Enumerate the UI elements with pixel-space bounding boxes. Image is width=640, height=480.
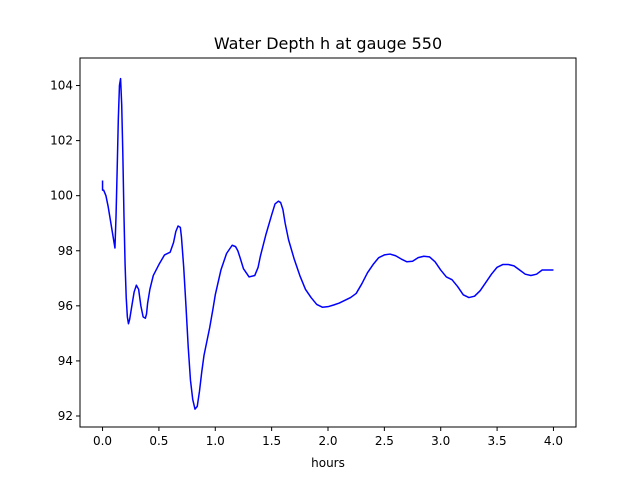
x-tick-label: 3.5 xyxy=(488,434,507,448)
y-tick-label: 98 xyxy=(58,244,73,258)
x-tick-label: 3.0 xyxy=(431,434,450,448)
x-tick-label: 0.0 xyxy=(93,434,112,448)
series-line-0 xyxy=(101,77,554,410)
x-axis: 0.0 0.5 1.0 1.5 2.0 2.5 3.0 3.5 4.0 xyxy=(93,427,563,448)
y-tick-label: 102 xyxy=(50,134,73,148)
x-tick-label: 1.0 xyxy=(206,434,225,448)
x-tick-label: 1.5 xyxy=(262,434,281,448)
y-tick-label: 96 xyxy=(58,299,73,313)
y-tick-label: 92 xyxy=(58,409,73,423)
y-axis: 92 94 96 98 100 102 104 xyxy=(50,79,80,423)
y-tick-label: 100 xyxy=(50,189,73,203)
x-tick-label: 0.5 xyxy=(149,434,168,448)
x-tick-label: 2.0 xyxy=(318,434,337,448)
x-axis-label: hours xyxy=(311,456,345,470)
x-tick-label: 4.0 xyxy=(544,434,563,448)
plot-area xyxy=(79,57,577,428)
plot-frame xyxy=(79,57,577,428)
y-tick-label: 94 xyxy=(58,354,73,368)
chart-title: Water Depth h at gauge 550 xyxy=(214,34,442,53)
series-layer xyxy=(101,77,554,410)
x-tick-label: 2.5 xyxy=(375,434,394,448)
y-tick-label: 104 xyxy=(50,79,73,93)
